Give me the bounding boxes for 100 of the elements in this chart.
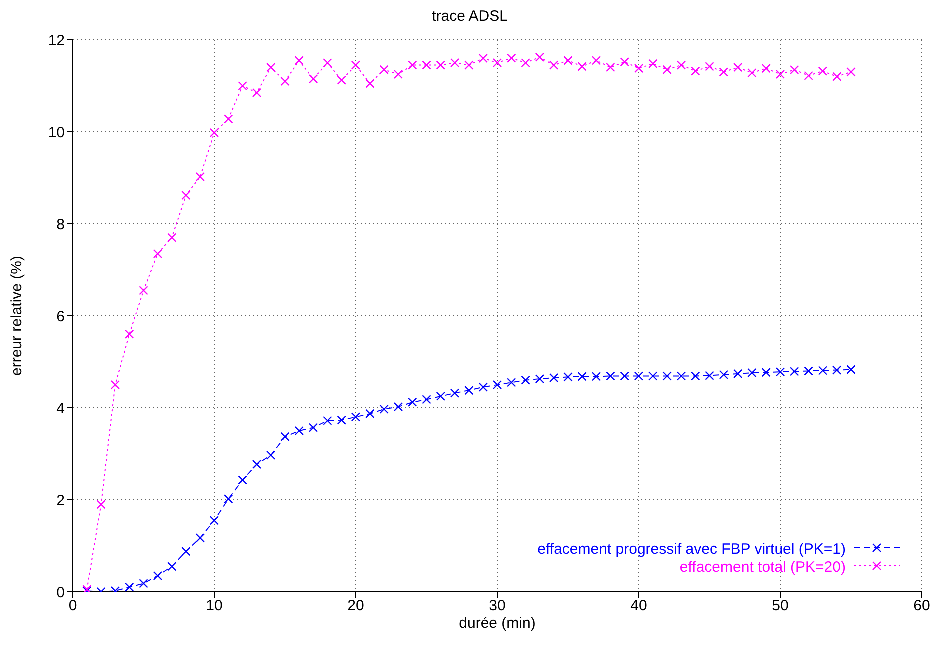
- point: [606, 372, 616, 381]
- point: [153, 571, 162, 580]
- chart-title: trace ADSL: [431, 8, 509, 27]
- point: [578, 62, 587, 72]
- point: [323, 58, 332, 68]
- point: [790, 367, 800, 376]
- point: [408, 398, 418, 408]
- point: [804, 366, 814, 376]
- point: [422, 60, 432, 70]
- point: [691, 66, 700, 76]
- point: [294, 426, 304, 436]
- point: [578, 372, 587, 382]
- y-tick-label: 10: [48, 124, 65, 142]
- point: [266, 63, 276, 72]
- point: [776, 70, 786, 80]
- point: [818, 366, 828, 376]
- point: [719, 68, 728, 77]
- y-tick-label: 12: [48, 32, 65, 50]
- point: [676, 60, 686, 70]
- point: [139, 286, 148, 296]
- x-tick-label: 20: [348, 598, 364, 615]
- point: [337, 416, 346, 426]
- point: [196, 534, 205, 543]
- point: [436, 60, 446, 70]
- point: [139, 579, 148, 588]
- point: [762, 368, 771, 378]
- point: [492, 380, 502, 390]
- point: [818, 66, 828, 76]
- point: [748, 68, 757, 78]
- x-tick-label: 40: [630, 598, 648, 615]
- point: [464, 60, 474, 70]
- point: [662, 372, 672, 381]
- point: [224, 494, 234, 504]
- point: [790, 65, 800, 74]
- point: [521, 376, 530, 385]
- point: [620, 372, 630, 381]
- point: [280, 432, 290, 442]
- x-axis-title: durée (min): [459, 615, 536, 632]
- point: [337, 76, 346, 86]
- point: [252, 460, 262, 470]
- point: [550, 374, 559, 383]
- point: [705, 62, 714, 72]
- point: [252, 88, 262, 98]
- point: [366, 409, 375, 419]
- point: [167, 562, 177, 572]
- y-tick-label: 6: [56, 308, 65, 326]
- legend-label: effacement progressif avec FBP virtuel (PK=1): [538, 541, 846, 558]
- legend-label: effacement total (PK=20): [680, 559, 846, 576]
- point: [492, 58, 502, 68]
- point: [620, 57, 630, 67]
- point: [733, 63, 743, 72]
- point: [266, 450, 276, 460]
- point: [196, 172, 205, 182]
- point: [125, 330, 134, 339]
- point: [606, 63, 616, 72]
- point: [238, 81, 248, 91]
- point: [323, 416, 332, 426]
- point: [394, 402, 404, 412]
- point: [380, 65, 389, 74]
- x-tick-label: 50: [772, 598, 789, 615]
- point: [733, 369, 743, 379]
- point: [804, 71, 814, 80]
- point: [366, 79, 375, 88]
- point: [294, 56, 304, 66]
- point: [450, 58, 460, 68]
- point: [564, 56, 573, 66]
- point: [676, 372, 686, 381]
- point: [507, 378, 516, 388]
- point: [96, 500, 106, 510]
- point: [832, 72, 842, 82]
- point: [592, 372, 602, 382]
- point: [422, 395, 432, 404]
- x-tick-label: 0: [68, 598, 78, 615]
- point: [210, 516, 220, 526]
- point: [846, 365, 856, 374]
- point: [167, 233, 177, 242]
- point: [182, 546, 191, 556]
- point: [634, 372, 644, 381]
- point: [436, 392, 446, 402]
- point: [648, 59, 658, 69]
- point: [762, 64, 771, 74]
- y-axis-title: erreur relative (%): [8, 256, 26, 376]
- point: [748, 368, 757, 378]
- point: [280, 76, 290, 86]
- x-tick-label: 60: [914, 598, 930, 615]
- y-tick-label: 0: [56, 584, 65, 602]
- point: [125, 582, 134, 592]
- point: [662, 65, 672, 74]
- point: [351, 412, 361, 422]
- x-tick-label: 10: [206, 598, 223, 615]
- point: [535, 52, 545, 62]
- point: [592, 56, 602, 66]
- y-tick-label: 2: [56, 492, 65, 510]
- point: [478, 382, 488, 392]
- point: [238, 476, 248, 485]
- point: [507, 54, 516, 63]
- point: [521, 58, 530, 68]
- point: [351, 60, 361, 70]
- point: [564, 372, 573, 382]
- point: [776, 368, 786, 377]
